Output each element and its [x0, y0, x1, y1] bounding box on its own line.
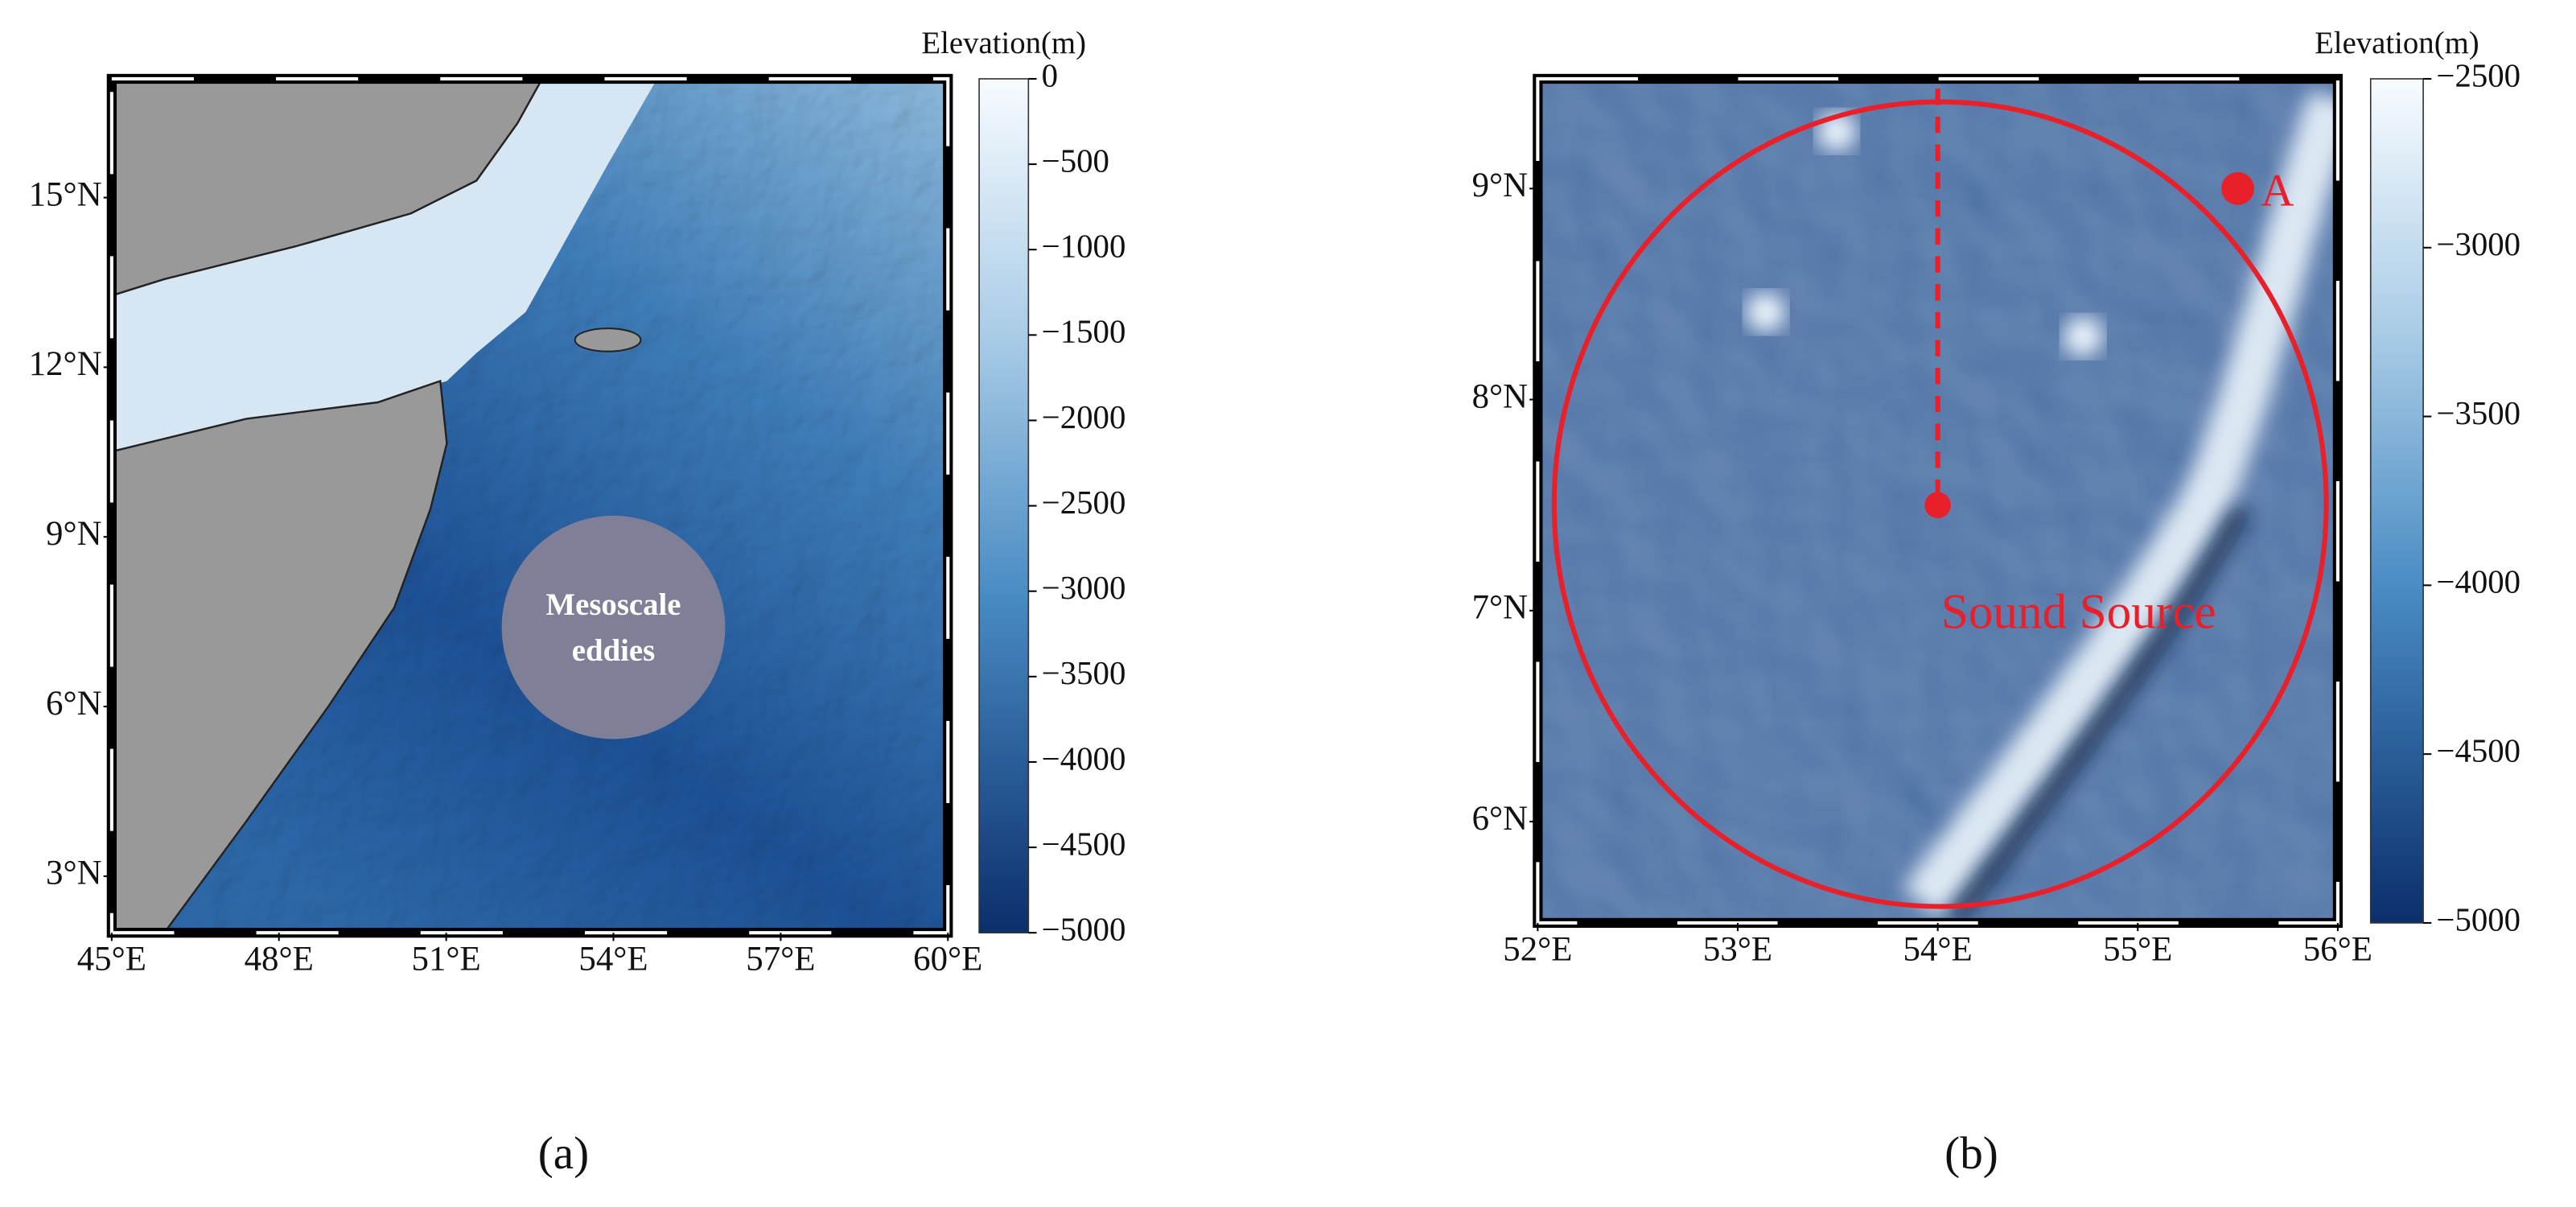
x-tick-label: 52°E	[1503, 931, 1572, 969]
colorbar-title: Elevation(m)	[921, 26, 1086, 60]
colorbar-tick-label: −3000	[1042, 570, 1126, 606]
x-tick-label: 60°E	[913, 941, 982, 978]
y-tick-label: 9°N	[1472, 167, 1529, 204]
x-tick-label: 54°E	[1903, 931, 1973, 969]
colorbar-tick-label: −500	[1042, 142, 1109, 179]
map-b	[1537, 78, 2338, 923]
x-tick-label: 48°E	[245, 941, 314, 978]
x-tick-label: 57°E	[746, 941, 815, 978]
colorbar-tick-label: 0	[1042, 57, 1058, 93]
source-point	[1924, 492, 1951, 519]
colorbar-tick-label: −4000	[2436, 564, 2520, 600]
y-tick-label: 6°N	[46, 685, 102, 723]
ridge	[1902, 90, 2338, 918]
colorbar	[978, 78, 1030, 933]
y-tick-label: 8°N	[1472, 377, 1529, 415]
colorbar-tick-label: −3500	[1042, 655, 1126, 691]
frame	[106, 73, 953, 938]
source-label: Sound Source	[1941, 585, 2216, 640]
x-tick-label: 54°E	[578, 941, 648, 978]
island	[574, 327, 642, 352]
colorbar-tick-label: −2000	[1042, 399, 1126, 435]
y-tick-label: 6°N	[1472, 800, 1529, 838]
y-tick-label: 3°N	[46, 855, 102, 892]
colorbar	[2369, 78, 2424, 924]
colorbar-tick-label: −4500	[1042, 826, 1126, 862]
eddy-label: Mesoscale	[546, 587, 681, 622]
x-tick-label: 51°E	[412, 941, 481, 978]
point-a	[2221, 171, 2255, 205]
colorbar-tick-label: −4000	[1042, 740, 1126, 777]
colorbar-tick-label: −3500	[2436, 395, 2520, 431]
colorbar-tick-label: −2500	[2436, 57, 2520, 93]
colorbar-tick-label: −5000	[1042, 912, 1126, 948]
y-tick-label: 12°N	[29, 345, 102, 383]
x-tick-label: 56°E	[2303, 931, 2372, 969]
colorbar-tick-label: −5000	[2436, 901, 2520, 937]
gulf-shelf	[111, 78, 657, 452]
eddy	[501, 515, 726, 739]
colorbar-tick-label: −1500	[1042, 314, 1126, 350]
seamount	[1746, 292, 1786, 332]
colorbar-title: Elevation(m)	[2315, 26, 2479, 60]
colorbar-tick-label: −3000	[2436, 226, 2520, 262]
colorbar-tick-label: −1000	[1042, 229, 1126, 265]
colorbar-tick-label: −4500	[2436, 733, 2520, 769]
land	[111, 379, 448, 933]
colorbar-tick-label: −2500	[1042, 484, 1126, 521]
point-a-label: A	[2261, 166, 2294, 216]
caption: (a)	[538, 1128, 589, 1179]
map-a	[111, 78, 949, 933]
seamount	[2063, 316, 2103, 356]
caption: (b)	[1944, 1128, 1998, 1179]
ridge-shadow	[1948, 505, 2250, 923]
y-tick-label: 7°N	[1472, 589, 1529, 627]
y-tick-label: 9°N	[46, 515, 102, 553]
x-tick-label: 53°E	[1703, 931, 1772, 969]
x-tick-label: 55°E	[2103, 931, 2172, 969]
x-tick-label: 45°E	[77, 941, 146, 978]
eddy-label: eddies	[572, 633, 655, 668]
land	[111, 78, 544, 297]
y-tick-label: 15°N	[29, 175, 102, 213]
